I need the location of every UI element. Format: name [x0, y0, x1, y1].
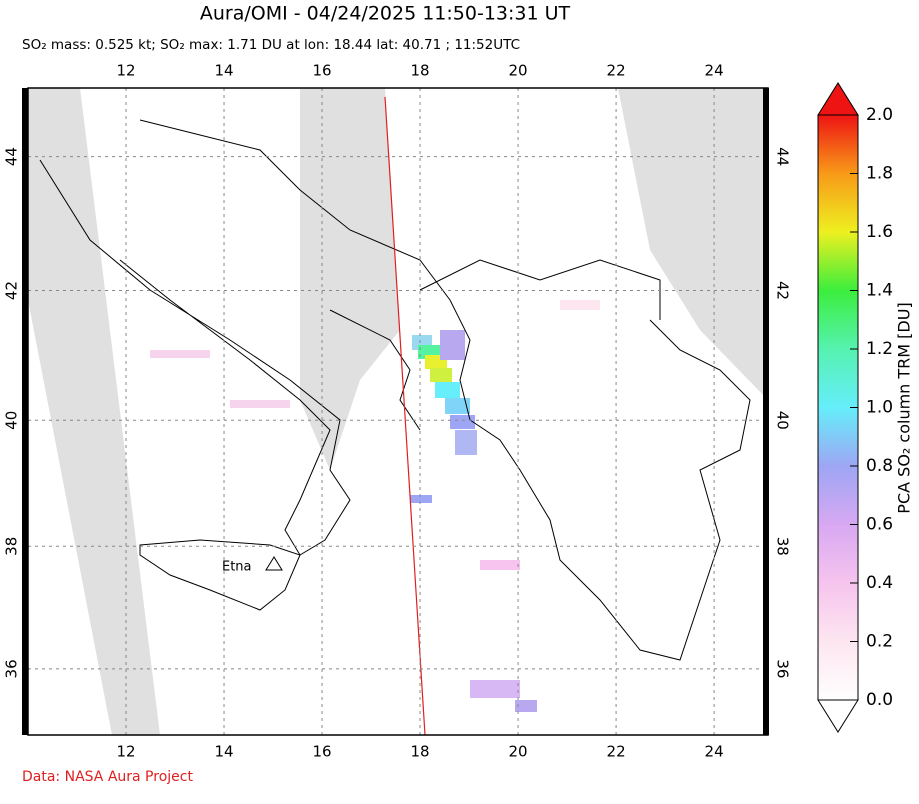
x-tick-label: 16 — [312, 743, 331, 761]
so2-pixels — [150, 300, 600, 712]
colorbar-tick-label: 1.6 — [866, 222, 893, 242]
y-tick-label: 42 — [3, 281, 21, 300]
colorbar-tick-label: 0.8 — [866, 456, 893, 476]
y-tick-label: 36 — [774, 659, 792, 678]
colorbar-tick-label: 1.8 — [866, 164, 893, 184]
colorbar-tick-label: 0.0 — [866, 690, 893, 710]
no-data-swath — [28, 88, 160, 735]
no-data-swath — [618, 88, 768, 400]
x-tick-label: 16 — [312, 62, 331, 80]
x-tick-label: 12 — [116, 62, 135, 80]
no-data-swath — [300, 88, 400, 470]
x-tick-label: 18 — [411, 743, 430, 761]
orbit-track — [384, 96, 426, 735]
frame-border — [22, 88, 769, 735]
colorbar-ticks: 0.0 0.2 0.4 0.6 0.8 1.0 1.2 1.4 1.6 1.8 2.0 — [850, 105, 893, 710]
x-tick-label: 14 — [214, 743, 233, 761]
colorbar-max-extension — [817, 82, 859, 116]
y-tick-label: 44 — [774, 147, 792, 166]
x-tick-label: 14 — [214, 62, 233, 80]
x-tick-label: 22 — [607, 62, 626, 80]
x-tick-label: 18 — [411, 62, 430, 80]
y-tick-label: 38 — [774, 537, 792, 556]
colorbar-tick-label: 0.6 — [866, 515, 893, 535]
volcano-label: Etna — [222, 560, 252, 575]
x-tick-label: 20 — [509, 743, 528, 761]
colorbar-tick-label: 1.0 — [866, 398, 893, 418]
volcano-marker — [265, 556, 283, 571]
colorbar-tick-label: 1.2 — [866, 339, 893, 359]
y-tick-label: 44 — [3, 147, 21, 166]
x-tick-label: 12 — [116, 743, 135, 761]
grid: 12 12 14 14 16 16 18 18 20 20 22 22 24 24 36 36 38 38 40 40… — [3, 62, 792, 761]
y-tick-label: 40 — [3, 411, 21, 430]
x-tick-label: 20 — [509, 62, 528, 80]
y-tick-label: 38 — [3, 537, 21, 556]
coastlines — [39, 119, 751, 661]
y-tick-label: 40 — [774, 411, 792, 430]
colorbar-tick-label: 2.0 — [866, 105, 893, 125]
y-tick-label: 36 — [3, 659, 21, 678]
y-tick-label: 42 — [774, 281, 792, 300]
colorbar-tick-label: 1.4 — [866, 281, 893, 301]
subtitle: SO₂ mass: 0.525 kt; SO₂ max: 1.71 DU at … — [22, 37, 520, 53]
x-tick-label: 22 — [607, 743, 626, 761]
map-area — [28, 88, 768, 735]
x-tick-label: 24 — [705, 62, 724, 80]
colorbar-tick-label: 0.2 — [866, 632, 893, 652]
x-tick-label: 24 — [705, 743, 724, 761]
credit: Data: NASA Aura Project — [22, 769, 193, 785]
colorbar-label: PCA SO₂ column TRM [DU] — [895, 302, 914, 513]
title: Aura/OMI - 04/24/2025 11:50-13:31 UT — [200, 3, 571, 25]
colorbar-tick-label: 0.4 — [866, 573, 893, 593]
colorbar-min-extension — [817, 699, 859, 733]
